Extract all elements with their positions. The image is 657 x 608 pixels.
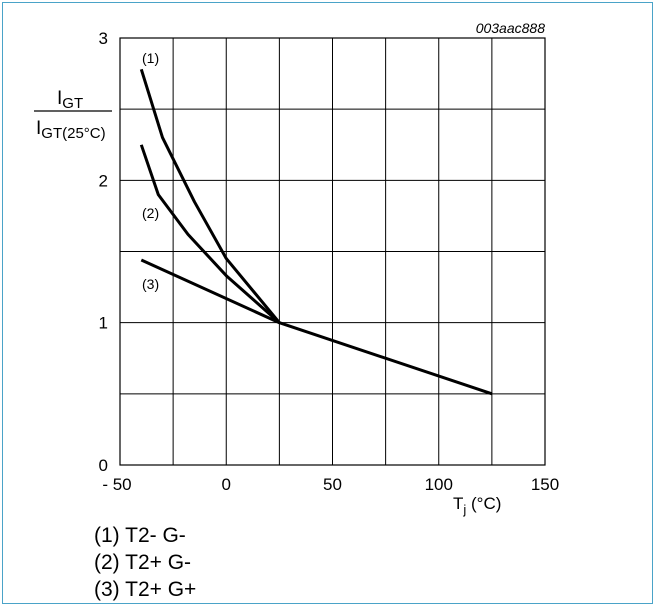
series-1-line: [139, 68, 281, 324]
y-tick-label-0: 0: [99, 456, 108, 475]
x-axis-label: Tj (°C): [453, 494, 501, 517]
series-1-label: (1): [142, 50, 159, 66]
svg-text:IGT: IGT: [57, 88, 83, 112]
legend-item-2: (2) T2+ G-: [94, 551, 192, 574]
series-2-label: (2): [142, 205, 159, 221]
x-tick-label-0: - 50: [102, 475, 131, 494]
legend: (1) T2- G- (2) T2+ G- (3) T2+ G+: [94, 522, 196, 603]
y-label-den-sub: GT(25°C): [41, 125, 105, 142]
y-axis-label: IGT IGT(25°C): [34, 88, 112, 142]
y-label-num: I: [57, 88, 62, 109]
y-tick-label-2: 2: [99, 171, 108, 190]
x-tick-label-4: 150: [531, 475, 559, 494]
series-3-label: (3): [142, 276, 159, 292]
y-tick-label-3: 3: [99, 29, 108, 48]
curves: (1) (2) (3): [139, 50, 493, 396]
svg-text:IGT(25°C): IGT(25°C): [36, 118, 106, 142]
x-label-unit: (°C): [466, 494, 501, 513]
legend-item-3: (3) T2+ G+: [94, 578, 197, 601]
grid: [119, 37, 546, 466]
figure-id: 003aac888: [476, 20, 546, 36]
y-label-den: I: [36, 118, 41, 139]
x-tick-label-1: 0: [222, 475, 231, 494]
series-3-line: [140, 258, 493, 396]
x-tick-label-3: 100: [425, 475, 453, 494]
x-tick-label-2: 50: [323, 475, 342, 494]
plot-border: [119, 37, 546, 466]
y-tick-label-1: 1: [99, 314, 108, 333]
series-2-line: [139, 144, 281, 324]
legend-item-1: (1) T2- G-: [94, 524, 186, 547]
x-label-main: T: [453, 494, 463, 513]
y-label-num-sub: GT: [62, 95, 83, 112]
x-label-sub: j: [462, 502, 466, 517]
